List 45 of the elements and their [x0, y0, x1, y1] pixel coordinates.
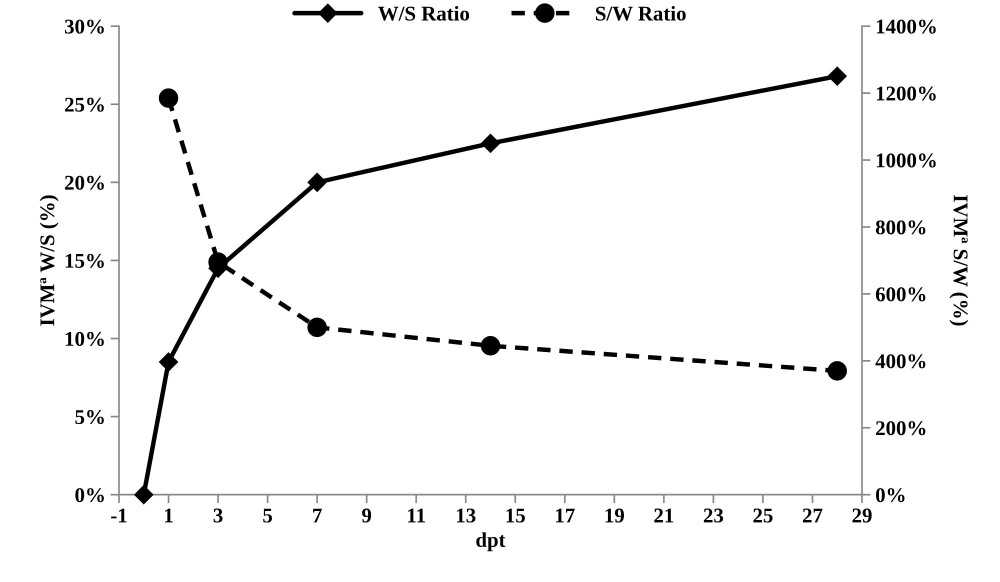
x-tick-label: 15: [506, 508, 525, 523]
point: [158, 88, 178, 108]
y2-tick-label: 1200%: [876, 86, 936, 101]
point: [159, 352, 178, 372]
x-tick-label: 17: [556, 508, 575, 522]
x-tick-label: 13: [456, 508, 476, 523]
y-tick-label: 20%: [65, 176, 104, 190]
point: [828, 66, 847, 86]
x-tick-label: 9: [362, 508, 372, 523]
y-tick-label: 5%: [75, 410, 104, 424]
x-tick-label: 19: [606, 508, 624, 523]
x-tick-label: 25: [753, 508, 773, 523]
x-tick-label: 7: [313, 508, 322, 522]
point: [134, 485, 154, 504]
y2-tick-label: 400%: [875, 354, 926, 368]
y2-axis-title: IVMª S/W (%): [949, 195, 968, 326]
y2-tick-label: 600%: [876, 287, 926, 302]
y-tick-label: 10%: [66, 332, 104, 346]
x-tick-label: 27: [802, 508, 822, 522]
x-tick-label: 29: [852, 508, 872, 523]
y-tick-label: 25%: [65, 98, 104, 112]
point: [828, 361, 847, 381]
x-axis-title: dpt: [476, 532, 506, 552]
legend-label: S/W Ratio: [596, 6, 686, 21]
legend-label: W/S Ratio: [378, 6, 470, 21]
x-tick-label: 1: [164, 508, 173, 522]
y2-tick-label: 800%: [876, 220, 926, 234]
y2-tick-label: 200%: [876, 421, 926, 436]
point: [480, 134, 500, 153]
x-tick-label: 11: [408, 508, 425, 522]
point: [308, 172, 327, 192]
y-tick-label: 30%: [64, 20, 104, 34]
x-tick-label: 21: [654, 508, 674, 522]
y-axis-title: IVMª W/S (%): [40, 195, 59, 326]
x-tick-label: 3: [214, 508, 223, 523]
y2-tick-label: 1400%: [876, 20, 936, 34]
y-tick-label: 15%: [66, 254, 104, 268]
x-tick-label: 23: [704, 508, 724, 523]
y2-tick-label: 1000%: [876, 153, 936, 168]
point: [307, 318, 327, 338]
x-tick-label: -1: [111, 508, 127, 522]
y2-tick-label: 0%: [876, 488, 904, 502]
point: [480, 336, 500, 356]
y-tick-label: 0%: [75, 488, 104, 502]
x-tick-label: 5: [263, 508, 272, 523]
